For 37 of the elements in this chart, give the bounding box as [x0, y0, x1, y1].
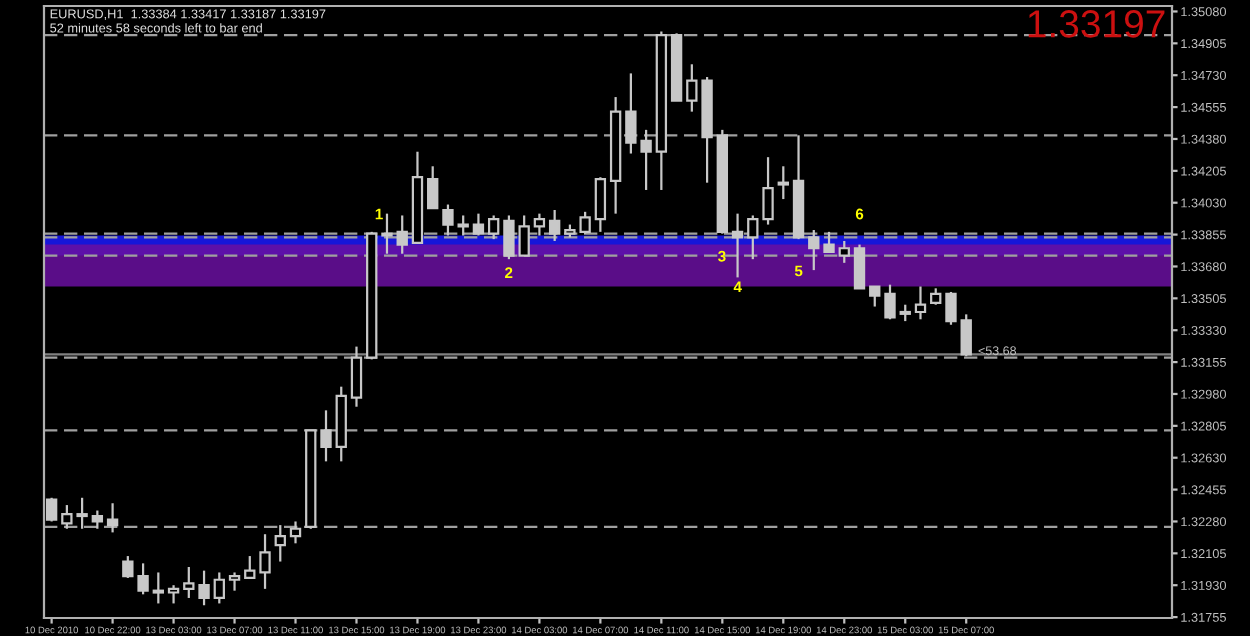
candlestick [869, 285, 881, 308]
candlestick [960, 313, 972, 358]
candlestick [396, 214, 408, 255]
candlestick [91, 509, 104, 530]
candlestick [594, 176, 607, 233]
candlestick [381, 212, 393, 255]
candlestick [853, 243, 866, 290]
candlestick [320, 409, 332, 463]
candlestick [533, 212, 546, 237]
candlestick [548, 208, 561, 243]
candlestick [945, 290, 957, 326]
candlestick [183, 565, 195, 600]
candlestick [213, 571, 225, 605]
candlestick [762, 156, 774, 226]
candlestick [259, 533, 271, 590]
candlestick [457, 214, 469, 237]
candlestick [487, 214, 500, 241]
candlestick [884, 283, 896, 321]
candlestick [731, 212, 744, 279]
candlestick [198, 569, 210, 607]
candlestick [106, 502, 119, 534]
candlestick [350, 345, 363, 408]
candlestick [167, 584, 180, 605]
candlestick [808, 228, 820, 272]
candlestick [289, 520, 302, 545]
candlestick [228, 571, 241, 592]
candlestick [838, 239, 850, 264]
candlestick [244, 554, 256, 580]
candlestick [274, 524, 286, 563]
candlestick [747, 214, 759, 261]
candlestick [427, 165, 439, 210]
candlestick [777, 165, 789, 201]
candlestick [152, 571, 165, 605]
annotation: 1.33197 [1028, 10, 1165, 38]
candlestick [823, 230, 835, 253]
candlestick [914, 285, 927, 321]
candlestick [442, 203, 454, 237]
